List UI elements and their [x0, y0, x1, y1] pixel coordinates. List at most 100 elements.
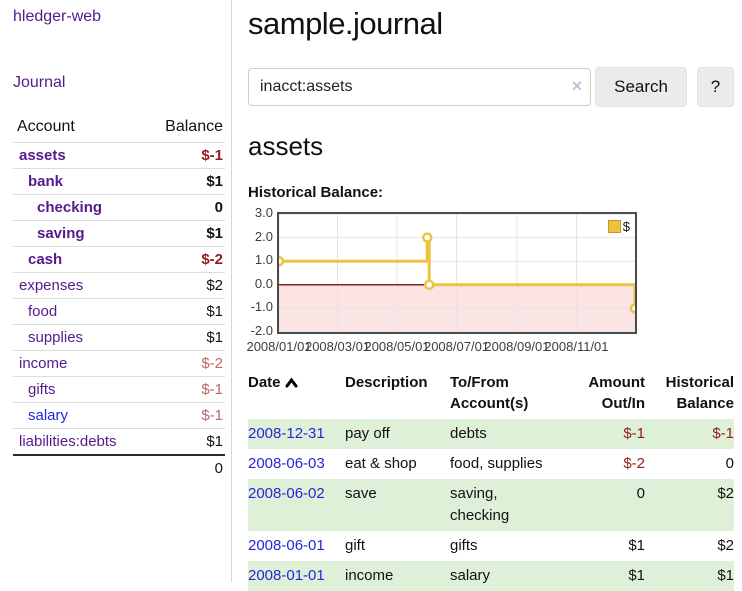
search-input[interactable] — [248, 68, 592, 106]
legend-label: $ — [622, 219, 630, 234]
account-link[interactable]: assets — [19, 147, 66, 164]
register-header-row: Date Description To/From Account(s) Amou… — [248, 369, 734, 419]
x-axis-tick-label: 2008/03/01 — [304, 339, 371, 354]
account-row: gifts $-1 — [13, 376, 225, 403]
chart-label: Historical Balance: — [248, 184, 384, 201]
accounts-total-value: 0 — [144, 454, 225, 481]
chart-legend: $ — [607, 219, 630, 234]
x-axis-tick-label: 2008/09/01 — [484, 339, 550, 354]
account-link[interactable]: cash — [28, 251, 63, 268]
balance-chart: $ 3.0 2.0 1.0 0.0 -1.0 -2.0 2008/01/01 2008/03… — [246, 206, 734, 354]
x-axis-tick-label: 2008/07/01 — [423, 339, 490, 354]
x-axis-tick-label: 2008/01/01 — [246, 339, 312, 354]
account-link[interactable]: expenses — [19, 277, 84, 294]
register-date-link[interactable]: 2008-12-31 — [248, 425, 325, 442]
page-title: sample.journal — [248, 6, 443, 41]
account-row: assets $-1 — [13, 142, 225, 169]
register-date-link[interactable]: 2008-06-01 — [248, 537, 325, 554]
account-link[interactable]: saving — [37, 225, 85, 242]
account-row: liabilities:debts $1 — [13, 428, 225, 455]
account-link[interactable]: supplies — [28, 329, 84, 346]
register-description: eat & shop — [345, 455, 417, 472]
register-description: save — [345, 485, 377, 502]
account-link[interactable]: gifts — [28, 381, 56, 398]
chart-plot-area: $ — [277, 212, 637, 334]
x-axis-tick-label: 2008/05/01 — [364, 339, 430, 354]
register-header-description: Description — [345, 374, 428, 391]
account-row: bank $1 — [13, 168, 225, 195]
register-row: 2008-12-31 pay off debts $-1 $-1 — [248, 419, 734, 449]
account-balance: $1 — [144, 168, 225, 195]
account-balance: $1 — [144, 298, 225, 325]
accounts-total-spacer — [13, 454, 145, 481]
search-button[interactable]: Search — [595, 67, 687, 107]
account-balance: $2 — [144, 272, 225, 299]
register-balance: $2 — [717, 485, 734, 502]
register-amount: 0 — [636, 485, 645, 502]
account-balance: $-2 — [144, 246, 225, 273]
account-link[interactable]: checking — [37, 199, 103, 216]
app-brand-link[interactable]: hledger-web — [13, 8, 102, 25]
account-row: income $-2 — [13, 350, 225, 377]
accounts-table: Account Balance assets $-1 bank $1 check… — [13, 114, 225, 481]
register-row: 2008-06-02 save saving, checking 0 $2 — [248, 479, 734, 531]
sidebar-item-journal[interactable]: Journal — [13, 74, 66, 91]
accounts-total-row: 0 — [13, 454, 225, 481]
sidebar: hledger-web Journal Account Balance asse… — [0, 0, 232, 582]
register-date-link[interactable]: 2008-06-02 — [248, 485, 325, 502]
register-row: 2008-06-01 gift gifts $1 $2 — [248, 531, 734, 561]
account-row: checking 0 — [13, 194, 225, 221]
account-row: cash $-2 — [13, 246, 225, 273]
register-header-date[interactable]: Date — [248, 369, 345, 419]
register-amount: $-1 — [623, 425, 645, 442]
account-balance: $-2 — [144, 350, 225, 377]
account-link[interactable]: salary — [28, 407, 69, 424]
account-link[interactable]: food — [28, 303, 58, 320]
register-date-link[interactable]: 2008-06-03 — [248, 455, 325, 472]
account-balance: 0 — [144, 194, 225, 221]
register-amount: $-2 — [623, 455, 645, 472]
account-balance: $1 — [144, 220, 225, 247]
account-balance: $-1 — [144, 402, 225, 429]
help-button[interactable]: ? — [697, 67, 734, 107]
register-accounts: debts — [450, 425, 487, 442]
register-balance: $2 — [717, 537, 734, 554]
account-link[interactable]: liabilities:debts — [19, 433, 117, 450]
main-content: sample.journal × Search ? assets Histori… — [246, 0, 734, 591]
account-balance: $1 — [144, 324, 225, 351]
register-amount: $1 — [628, 537, 645, 554]
x-axis-tick-label: 2008/11/01 — [544, 339, 609, 354]
chart-line-svg — [279, 214, 635, 332]
account-row: food $1 — [13, 298, 225, 325]
register-row: 2008-06-03 eat & shop food, supplies $-2… — [248, 449, 734, 479]
register-description: income — [345, 567, 394, 584]
account-heading: assets — [248, 131, 324, 161]
y-axis-tick-label: -2.0 — [250, 323, 273, 338]
register-balance: 0 — [725, 455, 734, 472]
search-form: × Search ? — [248, 67, 734, 107]
register-header-balance: Historical Balance — [665, 374, 734, 412]
y-axis-tick-label: -1.0 — [250, 299, 273, 315]
account-row: expenses $2 — [13, 272, 225, 299]
accounts-header-balance: Balance — [165, 118, 223, 135]
register-date-link[interactable]: 2008-01-01 — [248, 567, 325, 584]
account-row: saving $1 — [13, 220, 225, 247]
clear-search-icon[interactable]: × — [571, 76, 583, 96]
register-accounts: food, supplies — [450, 455, 543, 472]
account-balance: $1 — [144, 428, 225, 455]
register-row: 2008-01-01 income salary $1 $1 — [248, 561, 734, 591]
accounts-header-account: Account — [17, 118, 75, 135]
register-balance: $1 — [717, 567, 734, 584]
accounts-header-row: Account Balance — [13, 114, 225, 143]
account-link[interactable]: bank — [28, 173, 64, 190]
register-balance: $-1 — [712, 425, 734, 442]
legend-swatch-icon — [607, 220, 621, 233]
y-axis-tick-label: 0.0 — [254, 275, 273, 291]
register-header-amount: Amount Out/In — [588, 374, 645, 412]
account-link[interactable]: income — [19, 355, 68, 372]
register-amount: $1 — [628, 567, 645, 584]
register-table: Date Description To/From Account(s) Amou… — [248, 369, 734, 591]
sort-ascending-icon — [285, 373, 298, 394]
register-table-body: 2008-12-31 pay off debts $-1 $-1 2008-06… — [248, 419, 734, 591]
account-balance: $-1 — [144, 376, 225, 403]
